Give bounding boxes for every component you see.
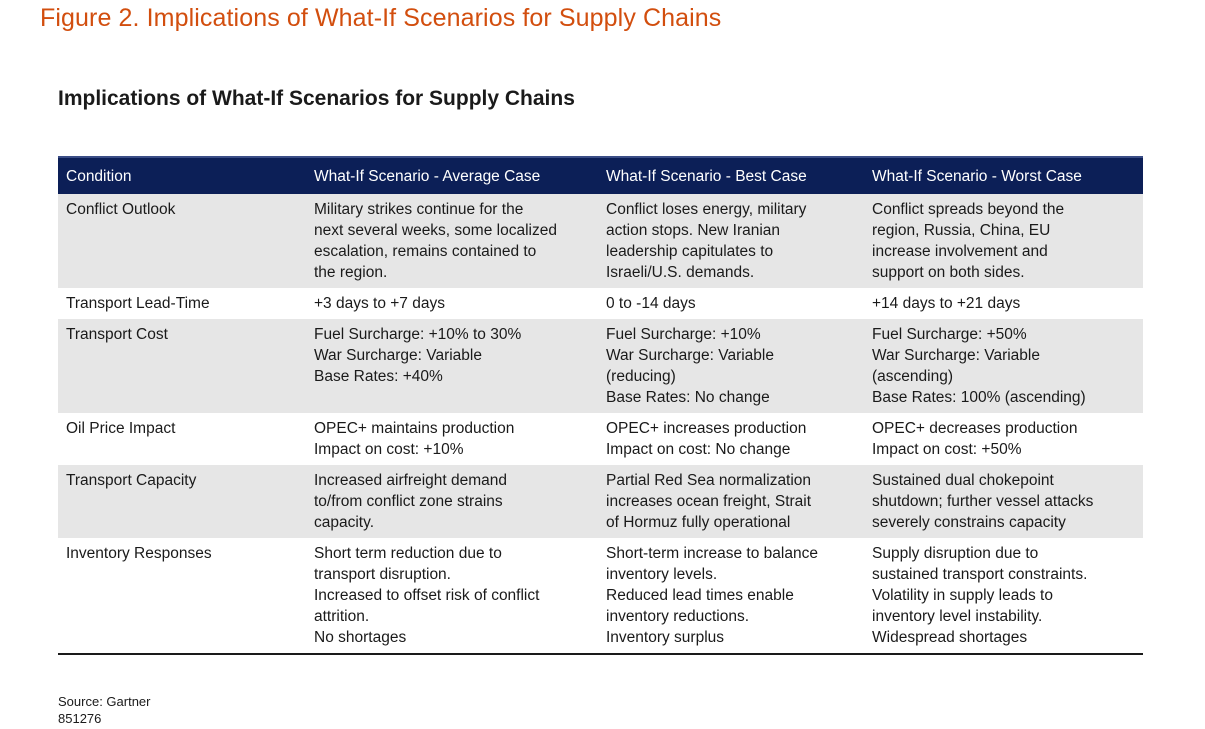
header-worst-case: What-If Scenario - Worst Case xyxy=(864,156,1143,194)
row-average-case: Military strikes continue for the next s… xyxy=(306,194,598,288)
row-condition: Conflict Outlook xyxy=(58,194,306,288)
row-best-case: Partial Red Sea normalization increases … xyxy=(598,465,864,538)
row-average-case: +3 days to +7 days xyxy=(314,295,445,312)
row-condition: Transport Capacity xyxy=(58,465,306,538)
row-average-case: Short term reduction due to transport di… xyxy=(314,545,540,646)
table-header-row: Condition What-If Scenario - Average Cas… xyxy=(58,156,1143,194)
header-average-case: What-If Scenario - Average Case xyxy=(306,156,598,194)
header-condition: Condition xyxy=(58,156,306,194)
row-worst-case: Conflict spreads beyond the region, Russ… xyxy=(864,194,1143,288)
table-row: Oil Price Impact OPEC+ maintains product… xyxy=(58,413,1143,465)
row-worst-case: Sustained dual chokepoint shutdown; furt… xyxy=(864,465,1143,538)
table-row: Transport Capacity Increased airfreight … xyxy=(58,465,1143,538)
row-best-case: Conflict loses energy, military action s… xyxy=(598,194,864,288)
row-worst-case: Supply disruption due to sustained trans… xyxy=(872,545,1088,646)
row-average-case: Fuel Surcharge: +10% to 30% War Surcharg… xyxy=(306,319,598,413)
table-row: Transport Lead-Time +3 days to +7 days 0… xyxy=(58,288,1143,319)
row-condition: Inventory Responses xyxy=(66,545,212,562)
table-row: Conflict Outlook Military strikes contin… xyxy=(58,194,1143,288)
row-worst-case: Fuel Surcharge: +50% War Surcharge: Vari… xyxy=(864,319,1143,413)
row-worst-case: +14 days to +21 days xyxy=(872,295,1021,312)
figure-title: Figure 2. Implications of What-If Scenar… xyxy=(40,4,722,32)
row-best-case: Fuel Surcharge: +10% War Surcharge: Vari… xyxy=(598,319,864,413)
row-worst-case: OPEC+ decreases production Impact on cos… xyxy=(872,420,1078,458)
row-best-case: Short-term increase to balance inventory… xyxy=(606,545,818,646)
row-best-case: OPEC+ increases production Impact on cos… xyxy=(606,420,807,458)
table-row: Inventory Responses Short term reduction… xyxy=(58,538,1143,654)
row-average-case: OPEC+ maintains production Impact on cos… xyxy=(314,420,515,458)
table-row: Transport Cost Fuel Surcharge: +10% to 3… xyxy=(58,319,1143,413)
row-condition: Transport Cost xyxy=(58,319,306,413)
header-best-case: What-If Scenario - Best Case xyxy=(598,156,864,194)
row-best-case: 0 to -14 days xyxy=(606,295,696,312)
table-title: Implications of What-If Scenarios for Su… xyxy=(58,87,575,110)
row-condition: Oil Price Impact xyxy=(66,420,176,437)
row-condition: Transport Lead-Time xyxy=(66,295,210,312)
row-average-case: Increased airfreight demand to/from conf… xyxy=(306,465,598,538)
scenarios-table: Condition What-If Scenario - Average Cas… xyxy=(58,156,1143,655)
document-id: 851276 xyxy=(58,711,102,726)
source-note: Source: Gartner 851276 xyxy=(58,693,151,727)
source-label: Source: Gartner xyxy=(58,694,151,709)
